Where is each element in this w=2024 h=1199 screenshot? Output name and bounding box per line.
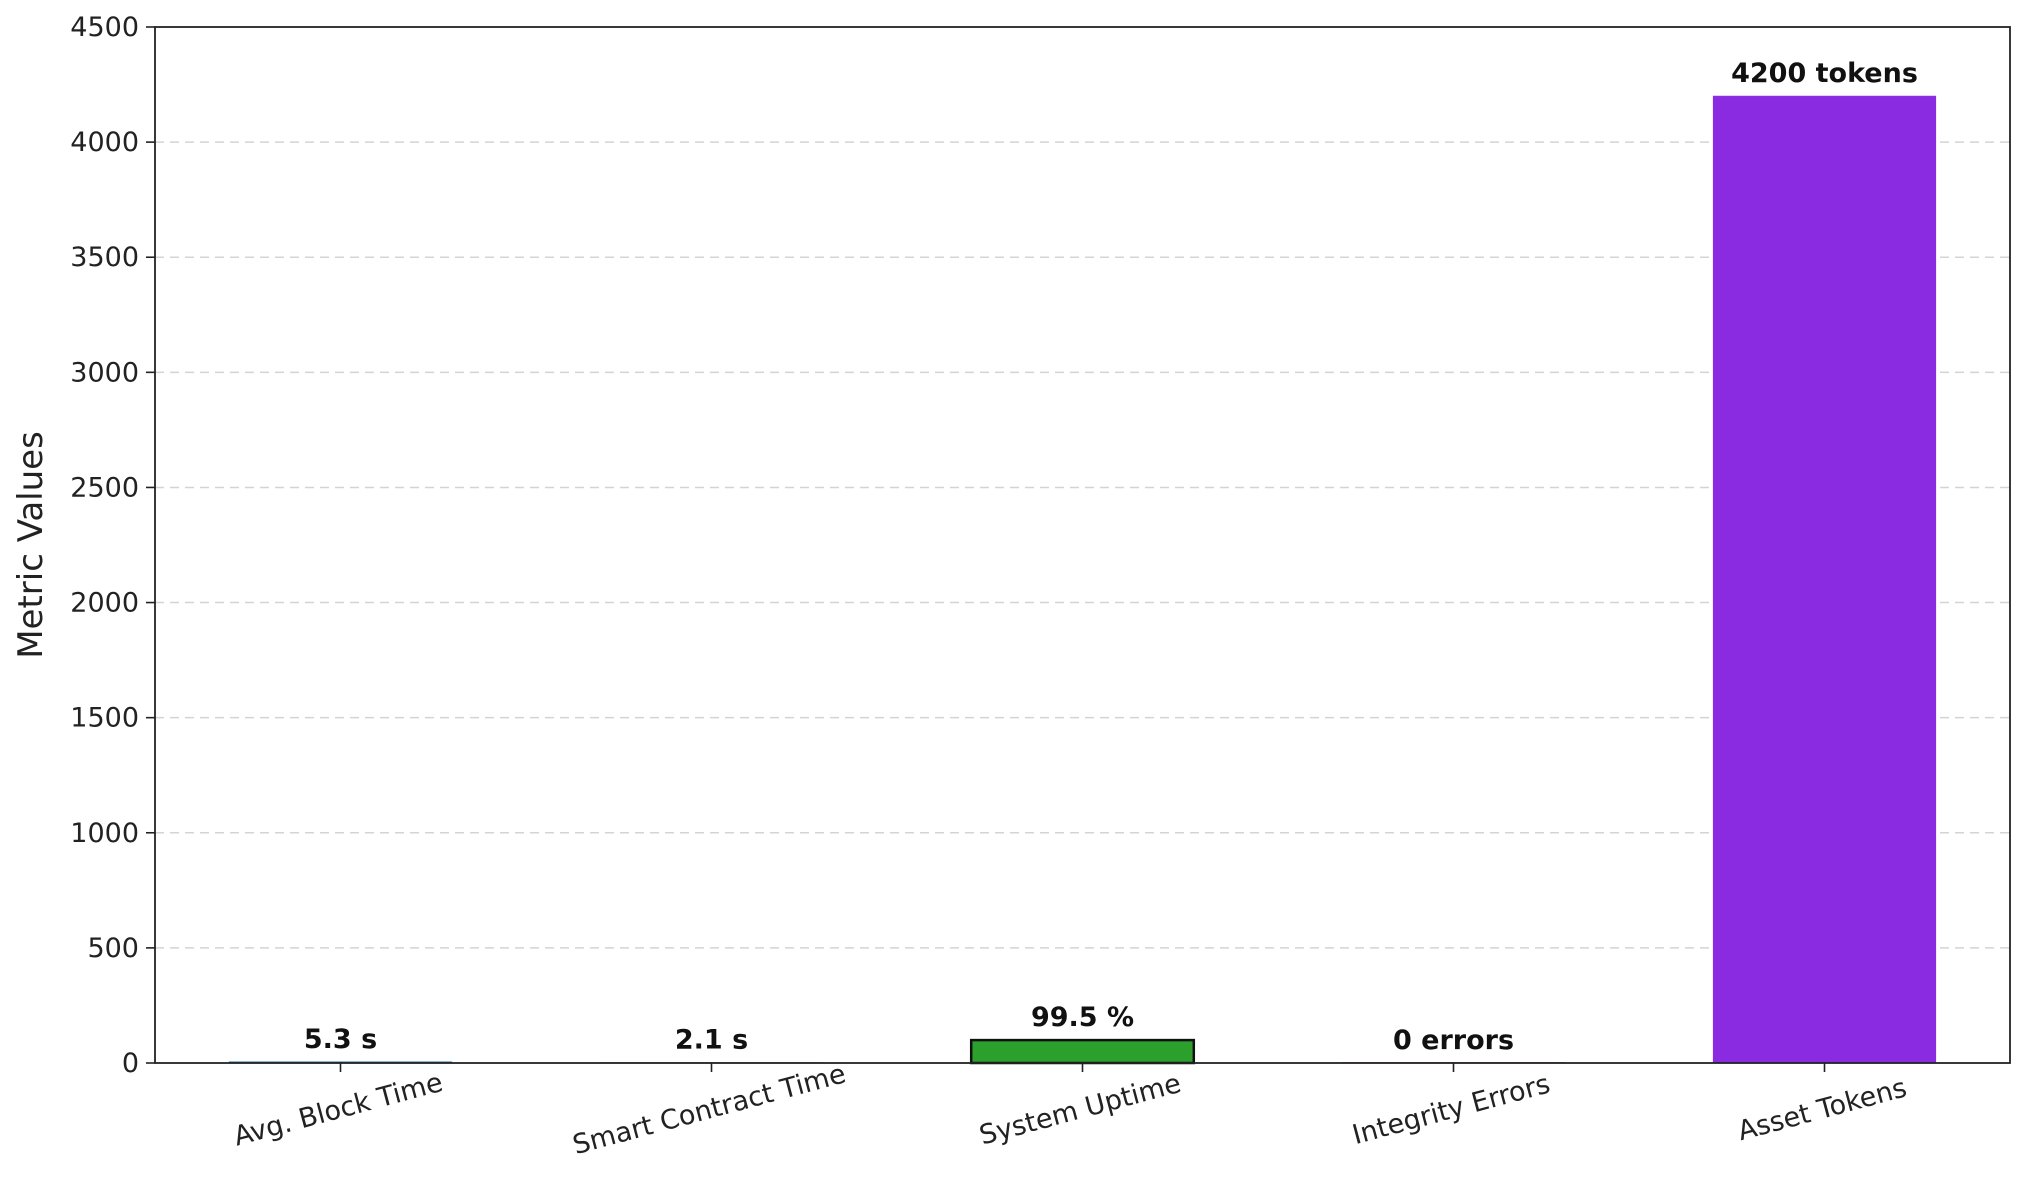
bar bbox=[1712, 95, 1937, 1064]
y-tick-label: 1500 bbox=[70, 703, 139, 734]
plot-frame bbox=[154, 26, 2011, 1064]
y-tick-label: 4500 bbox=[70, 12, 139, 43]
labels: 5.3 s 2.1 s 99.5 % 0 errors 4200 tokens bbox=[304, 58, 1918, 1056]
bar-value-label: 4200 tokens bbox=[1731, 58, 1918, 89]
y-tick-label: 3000 bbox=[70, 357, 139, 388]
x-tick-label: Avg. Block Time bbox=[231, 1067, 447, 1153]
grid-lines bbox=[155, 141, 2010, 949]
bar-value-label: 0 errors bbox=[1393, 1025, 1514, 1056]
bar-value-label: 5.3 s bbox=[304, 1024, 377, 1055]
x-tick-label: Smart Contract Time bbox=[570, 1058, 850, 1161]
y-tick-label: 2500 bbox=[70, 472, 139, 503]
bar bbox=[969, 1038, 1196, 1065]
x-tick-label: Integrity Errors bbox=[1349, 1069, 1553, 1151]
bars bbox=[228, 95, 1937, 1065]
y-axis-title: Metric Values bbox=[11, 431, 51, 659]
x-tick-label: Asset Tokens bbox=[1735, 1072, 1910, 1147]
y-tick-label: 3500 bbox=[70, 242, 139, 273]
x-tick-label: System Uptime bbox=[976, 1068, 1184, 1152]
y-tick-label: 0 bbox=[122, 1048, 139, 1079]
y-tick-label: 4000 bbox=[70, 127, 139, 158]
bar-value-label: 2.1 s bbox=[675, 1025, 748, 1056]
y-tick-label: 2000 bbox=[70, 588, 139, 619]
y-tick-label: 1000 bbox=[70, 818, 139, 849]
y-tick-label: 500 bbox=[87, 933, 139, 964]
bar-value-label: 99.5 % bbox=[1031, 1002, 1134, 1033]
